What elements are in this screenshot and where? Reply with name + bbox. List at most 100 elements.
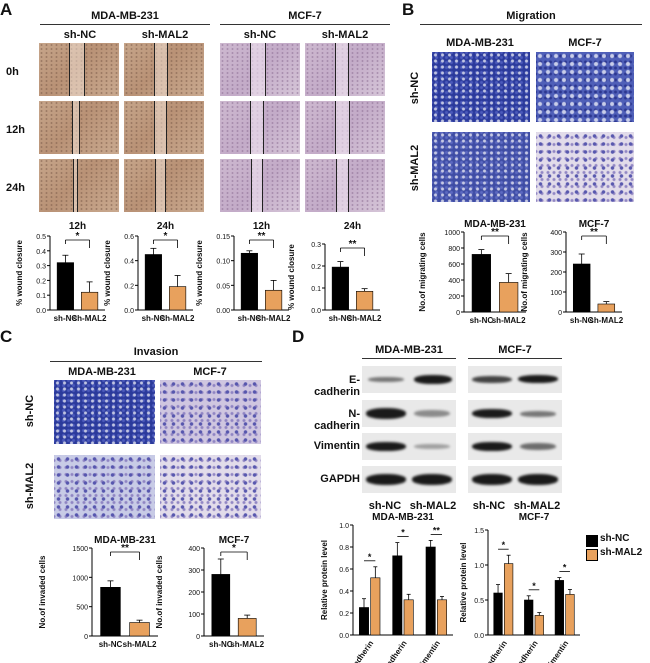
legend-label: sh-NC: [600, 533, 630, 544]
y-tick-label: 0: [558, 310, 562, 317]
sig-marker: *: [532, 581, 536, 591]
sig-marker: **: [349, 239, 357, 250]
group-label: sh-MAL2: [321, 29, 369, 41]
blot-strip: [468, 366, 562, 393]
bar: [597, 303, 616, 313]
x-tick-label: sh-MAL2: [589, 316, 623, 325]
y-tick-label: 0: [196, 634, 200, 641]
x-tick-label: N-cadherin: [377, 639, 408, 663]
bar: [493, 592, 503, 636]
y-tick-label: 1000: [72, 575, 88, 582]
bar: [356, 290, 374, 311]
migration-image: [536, 52, 634, 122]
x-tick-label: Vimentin: [544, 639, 571, 663]
sig-marker: **: [258, 231, 266, 242]
bar: [499, 282, 519, 313]
legend-swatch-shnc: [586, 535, 598, 547]
lane-label: sh-MAL2: [513, 500, 561, 512]
x-tick-label: sh-MAL2: [230, 640, 264, 649]
y-tick-label: 800: [448, 246, 460, 253]
wound-image: [305, 43, 385, 96]
y-axis-label: No.of invaded cells: [38, 555, 47, 628]
bar: [425, 546, 436, 636]
sig-marker: *: [401, 528, 405, 538]
y-axis-label: % wound closure: [195, 240, 204, 306]
bar: [572, 263, 591, 313]
sig-marker: *: [164, 231, 168, 242]
invasion-title: Invasion: [133, 346, 179, 358]
header-mcf-d: MCF-7: [498, 344, 532, 356]
y-tick-label: 0.05: [216, 283, 230, 290]
y-tick-label: 400: [448, 278, 460, 285]
x-tick-label: sh-MAL2: [257, 314, 291, 323]
bar: [240, 252, 258, 311]
bar: [144, 254, 162, 311]
bar: [265, 289, 283, 311]
y-tick-label: 0.0: [474, 633, 484, 640]
divider: [40, 24, 210, 25]
sig-marker: **: [491, 227, 499, 238]
lane-label: sh-NC: [472, 500, 506, 512]
migration-image: [432, 52, 530, 122]
divider: [50, 361, 262, 362]
y-tick-label: 1500: [72, 546, 88, 553]
bar: [237, 618, 257, 637]
bar: [403, 599, 414, 636]
y-tick-label: 0.2: [311, 264, 321, 271]
bar: [331, 266, 349, 311]
chart-title: 12h: [253, 221, 270, 232]
sig-marker: *: [232, 543, 236, 554]
y-axis-label: Relative protein level: [459, 542, 468, 622]
panel-label-b: B: [402, 0, 415, 19]
x-tick-label: sh-NC: [142, 314, 166, 323]
y-tick-label: 200: [188, 590, 200, 597]
wound-image: [39, 101, 119, 154]
y-tick-label: 500: [76, 605, 88, 612]
x-tick-label: sh-NC: [99, 640, 123, 649]
bar: [554, 580, 564, 636]
header-mda-b: MDA-MB-231: [446, 37, 514, 49]
time-label: 24h: [6, 182, 25, 194]
y-tick-label: 0: [456, 310, 460, 317]
y-tick-label: 600: [448, 262, 460, 269]
y-tick-label: 0.3: [36, 264, 46, 271]
invasion-image: [54, 455, 155, 519]
group-label: sh-NC: [243, 29, 277, 41]
bar: [359, 607, 369, 636]
y-tick-label: 0.4: [36, 249, 46, 256]
y-tick-label: 100: [188, 612, 200, 619]
blot-strip: [362, 366, 456, 393]
y-tick-label: 0.4: [124, 259, 134, 266]
y-tick-label: 0.6: [339, 567, 349, 574]
x-tick-label: sh-NC: [209, 640, 233, 649]
y-axis-label: No.of migrating cells: [418, 232, 427, 312]
blot-strip: [468, 400, 562, 427]
protein-label: Vimentin: [313, 440, 360, 452]
wound-image: [124, 43, 204, 96]
wound-image: [39, 159, 119, 212]
y-tick-label: 0.5: [36, 234, 46, 241]
lane-label: sh-NC: [368, 500, 402, 512]
chart-title: MCF-7: [519, 512, 550, 523]
divider: [362, 358, 456, 359]
y-tick-label: 0.4: [339, 589, 349, 596]
wound-image: [220, 43, 300, 96]
bar: [392, 555, 403, 636]
y-axis-label: % wound closure: [287, 244, 296, 310]
header-mcf-a: MCF-7: [288, 10, 322, 22]
y-tick-label: 0.1: [36, 293, 46, 300]
bar: [56, 262, 74, 311]
sig-marker: *: [76, 231, 80, 242]
y-tick-label: 400: [188, 546, 200, 553]
y-tick-label: 0.00: [216, 308, 230, 315]
x-tick-label: E-cadherin: [478, 639, 509, 663]
y-tick-label: 0.8: [339, 545, 349, 552]
protein-label: N-cadherin: [314, 408, 360, 432]
header-mda-a: MDA-MB-231: [91, 10, 159, 22]
x-tick-label: sh-NC: [470, 316, 494, 325]
x-tick-label: sh-MAL2: [73, 314, 107, 323]
y-tick-label: 1.5: [474, 528, 484, 535]
bar: [81, 291, 99, 311]
y-tick-label: 0.1: [311, 286, 321, 293]
wound-image: [220, 101, 300, 154]
